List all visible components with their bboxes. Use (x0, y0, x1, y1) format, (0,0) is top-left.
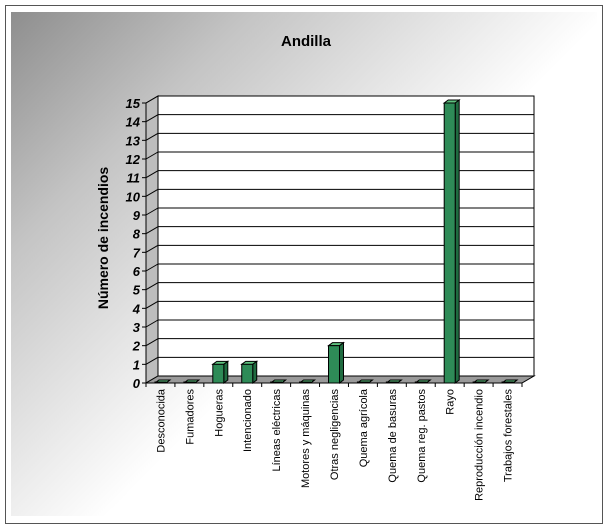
y-tick-label: 2 (132, 339, 141, 354)
y-tick-label: 11 (127, 171, 141, 186)
y-tick-label: 10 (126, 189, 141, 204)
bar (183, 381, 196, 384)
y-tick-label: 7 (133, 245, 141, 260)
x-category-label: Otras negligencias (329, 389, 341, 481)
bar (443, 102, 456, 384)
bar-side (397, 379, 402, 384)
x-category-label: Intencionado (242, 389, 254, 452)
gridline-side (145, 300, 159, 309)
gridline-side (145, 319, 159, 328)
y-tick-label: 12 (126, 152, 141, 167)
bar (385, 381, 398, 384)
x-category-label: Hogueras (213, 389, 225, 437)
bar (241, 363, 254, 384)
y-tick-label: 4 (132, 301, 141, 316)
y-tick-label: 5 (133, 283, 141, 298)
x-category-label: Quema agrícola (358, 388, 370, 467)
bar-side (483, 379, 489, 384)
y-tick-label: 3 (133, 320, 141, 335)
gridline-side (145, 338, 159, 347)
bar (154, 381, 167, 384)
chart-frame (5, 5, 603, 524)
bar-side (223, 360, 229, 384)
bar (299, 381, 312, 384)
gridline-side (145, 95, 159, 104)
x-category-label: Quema reg. pastos (416, 389, 428, 483)
bar-side (425, 379, 431, 384)
gridline-side (145, 188, 159, 197)
gridline-side (145, 244, 159, 253)
bar-side (310, 379, 315, 384)
gridline-side (145, 114, 159, 123)
back-wall (157, 95, 535, 377)
x-category-label: Fumadores (184, 389, 196, 445)
bar (270, 381, 283, 384)
x-category-label: Reproducción incendio (474, 389, 486, 501)
bar (356, 381, 369, 384)
y-tick-label: 8 (133, 227, 141, 242)
gridline-side (145, 207, 159, 216)
y-tick-label: 0 (133, 376, 141, 391)
y-tick-label: 15 (126, 96, 141, 111)
bar (414, 381, 427, 384)
gridline-side (145, 151, 159, 160)
x-category-label: Quema de basuras (387, 389, 399, 483)
bar-side (454, 99, 460, 384)
y-tick-label: 14 (126, 115, 141, 130)
bar-side (512, 379, 518, 384)
chart-title: Andilla (281, 33, 332, 50)
bar-side (339, 341, 344, 384)
bar-side (165, 379, 171, 384)
bar-side (194, 379, 200, 384)
gridline-side (145, 356, 159, 365)
y-axis-label: Número de incendios (95, 167, 111, 310)
gridline-side (145, 226, 159, 235)
gridline-side (145, 263, 159, 272)
bar (212, 363, 225, 384)
x-category-label: Rayo (445, 389, 457, 415)
x-category-label: Líneas eléctricas (271, 389, 283, 472)
y-tick-label: 6 (133, 264, 141, 279)
y-tick-label: 1 (133, 357, 140, 372)
gridline-side (145, 132, 159, 141)
x-category-label: Trabajos forestales (503, 389, 515, 483)
bar-side (368, 379, 373, 384)
y-tick-label: 13 (126, 133, 141, 148)
x-category-label: Desconocida (155, 388, 167, 452)
bar-side (252, 360, 258, 384)
bar (501, 381, 514, 384)
y-tick-label: 9 (133, 208, 141, 223)
bar (328, 345, 340, 384)
x-category-label: Motores y máquinas (300, 389, 312, 489)
gridline-side (145, 170, 159, 179)
bar-side (281, 379, 286, 384)
bar (472, 381, 485, 384)
gridline-side (145, 282, 159, 291)
